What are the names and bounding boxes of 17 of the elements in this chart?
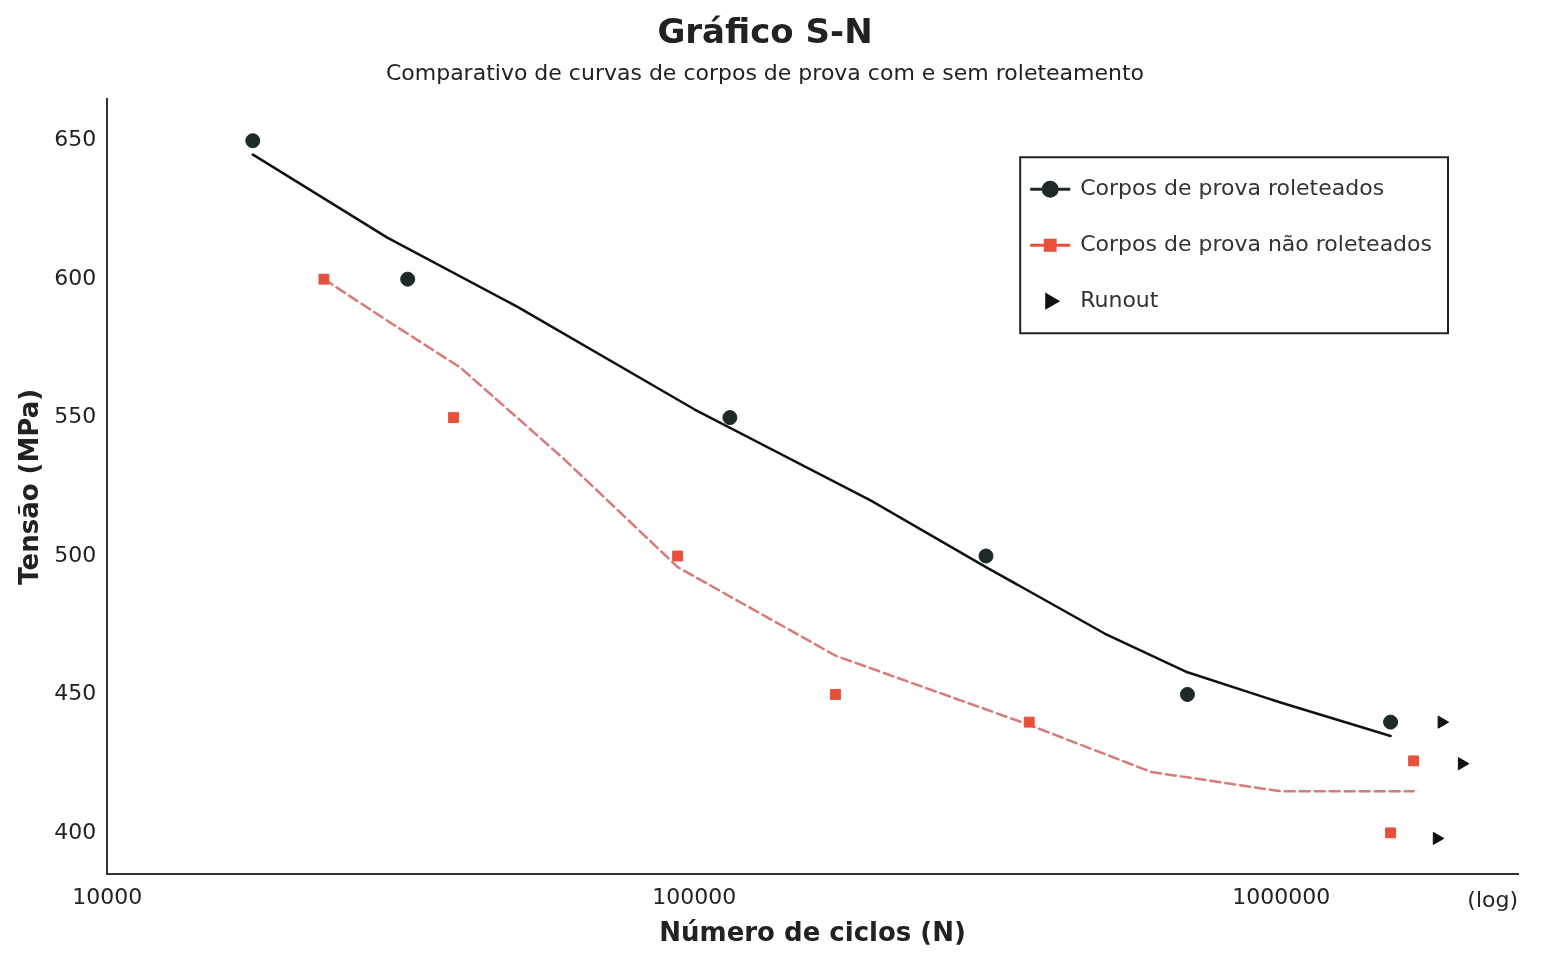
text: (log) [1467,887,1518,913]
legend-label: Runout [1080,286,1159,312]
x-tick-label: 1000000 [1232,884,1331,910]
chart-title: Gráfico S-N [657,11,873,52]
legend-label: Corpos de prova não roleteados [1080,230,1432,256]
chart-subtitle: Comparativo de curvas de corpos de prova com e sem roleteamento [385,59,1145,85]
y-tick-label: 650 [54,126,97,152]
legend-label: Corpos de prova roleteados [1080,174,1385,200]
y-axis-title: Tensão (MPa) [14,388,45,585]
y-tick-label: 600 [54,264,97,290]
y-tick-label: 450 [54,680,97,706]
y-tick-label: 550 [54,403,97,429]
x-axis-title: Número de ciclos (N) [659,917,966,948]
y-tick-label: 500 [54,541,97,567]
y-tick-label: 400 [54,818,97,844]
x-tick-label: 10000 [72,884,143,910]
x-tick-label: 100000 [652,884,737,910]
